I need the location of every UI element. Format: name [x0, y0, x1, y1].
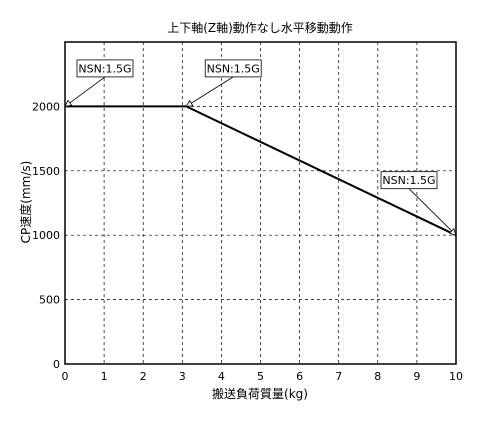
y-tick-label: 0 [53, 358, 60, 371]
tick-labels: 0 1 2 3 4 5 6 7 8 9 10 0 500 1000 1500 2000 [32, 100, 463, 383]
annotation: NSN:1.5G [64, 59, 134, 107]
annotation-arrowhead [185, 99, 194, 107]
y-axis-label: CP速度(mm/s) [18, 161, 33, 244]
plot-frame [64, 41, 457, 365]
annotation-arrowhead [448, 228, 457, 236]
y-tick-label: 2000 [32, 100, 60, 113]
x-tick-label: 4 [218, 370, 225, 383]
grid [65, 42, 456, 364]
x-tick-label: 0 [62, 370, 69, 383]
annotation-box [204, 59, 262, 78]
x-tick-label: 9 [413, 370, 420, 383]
annotation: NSN:1.5G [380, 171, 457, 236]
y-tick-label: 1000 [32, 229, 60, 242]
annotation-label: NSN:1.5G [382, 174, 435, 187]
annotation-leader [64, 76, 106, 107]
annotation: NSN:1.5G [185, 59, 262, 107]
x-tick-label: 10 [449, 370, 463, 383]
x-tick-label: 7 [335, 370, 342, 383]
y-tick-label: 500 [39, 294, 60, 307]
y-tick-label: 1500 [32, 165, 60, 178]
x-axis-label: 搬送負荷質量(kg) [212, 386, 308, 401]
annotation-box [380, 171, 438, 190]
x-tick-label: 5 [257, 370, 264, 383]
x-tick-label: 3 [179, 370, 186, 383]
annotation-leader [408, 188, 457, 236]
annotation-label: NSN:1.5G [207, 62, 260, 75]
x-tick-label: 1 [101, 370, 108, 383]
x-tick-label: 8 [374, 370, 381, 383]
annotation-arrowhead [64, 99, 73, 107]
annotation-box [76, 59, 134, 78]
chart-title: 上下軸(Z軸)動作なし水平移動動作 [167, 21, 353, 35]
annotation-leader [185, 76, 234, 107]
annotation-label: NSN:1.5G [78, 62, 131, 75]
x-tick-label: 2 [140, 370, 147, 383]
x-tick-label: 6 [296, 370, 303, 383]
annotations: NSN:1.5G NSN:1.5G NSN:1.5G [64, 59, 457, 236]
